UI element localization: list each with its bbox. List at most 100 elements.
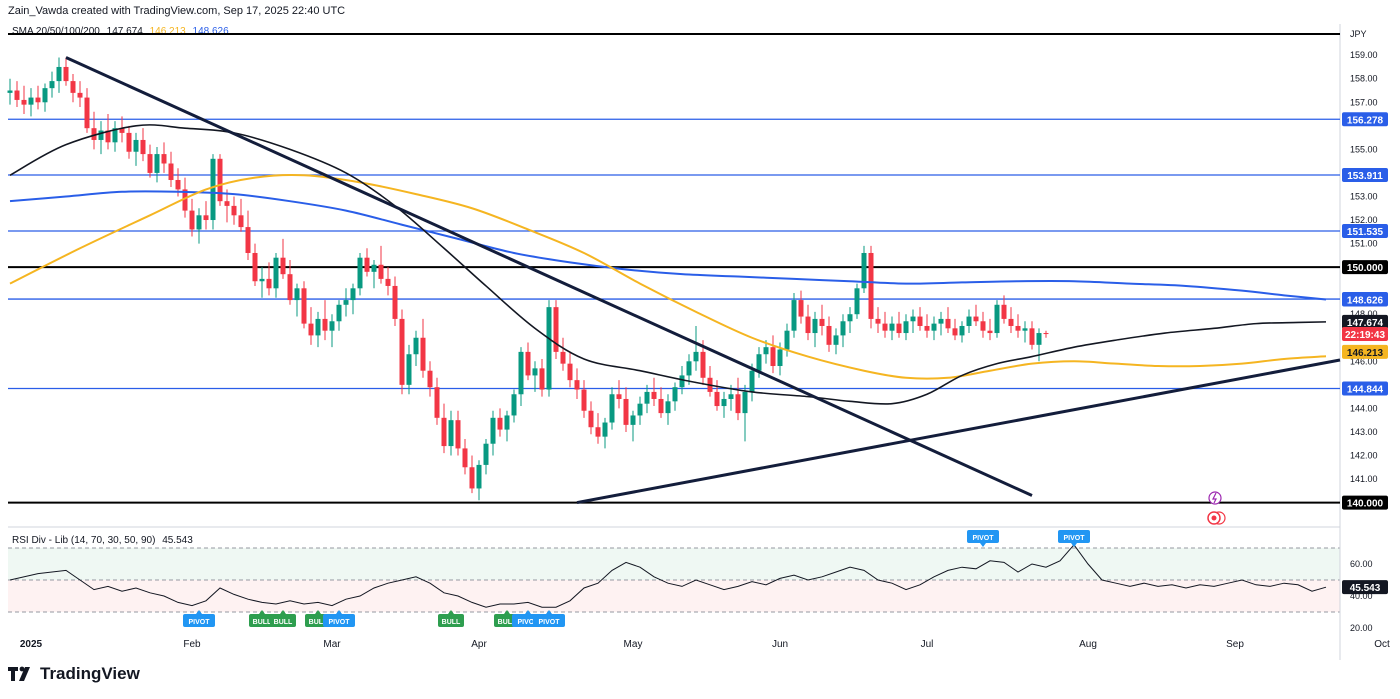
candle-body xyxy=(861,252,867,289)
rsi-oversold-zone xyxy=(8,580,1340,612)
candle-body xyxy=(924,325,930,331)
candle-body xyxy=(560,351,566,364)
candle-body xyxy=(567,363,573,381)
pivot-label: PIVOT xyxy=(972,535,994,542)
candle-body xyxy=(833,335,839,345)
bull-label-box xyxy=(249,614,275,627)
level-price-label: 156.278 xyxy=(1347,115,1384,126)
candle-body xyxy=(952,328,958,336)
bull-label: BULL xyxy=(442,619,461,626)
candle-body xyxy=(931,323,937,331)
candle-body xyxy=(602,422,608,437)
candle-body xyxy=(665,401,671,414)
candle-body xyxy=(588,410,594,428)
candle-body xyxy=(161,154,167,164)
candle-body xyxy=(658,398,664,414)
candle-body xyxy=(35,97,41,103)
candle-body xyxy=(301,288,307,324)
candle-body xyxy=(70,81,76,93)
candle-body xyxy=(154,154,160,173)
rsi-line xyxy=(9,544,1327,608)
candle-body xyxy=(511,394,517,416)
candle-body xyxy=(441,417,447,447)
tradingview-logo-icon xyxy=(8,666,30,681)
level-price-tag xyxy=(1342,112,1388,127)
candle-body xyxy=(917,316,923,326)
candle-body xyxy=(378,264,384,279)
price-tick-label: 158.00 xyxy=(1350,74,1378,84)
candle-body xyxy=(791,300,797,331)
candle-body xyxy=(252,252,258,282)
candle-body xyxy=(693,351,699,362)
price-tick-label: 155.00 xyxy=(1350,144,1378,154)
candle-body xyxy=(7,90,13,93)
candle-body xyxy=(476,464,482,489)
sma50-value: 147.674 xyxy=(106,26,143,37)
candle-body xyxy=(217,158,223,202)
candle-body xyxy=(980,321,986,331)
candle-body xyxy=(966,316,972,326)
pivot-label: PIVOT xyxy=(188,619,210,626)
lightning-icon xyxy=(1208,491,1222,505)
candle-body xyxy=(210,158,216,221)
price-tick-label: 148.00 xyxy=(1350,309,1378,319)
level-price-tag xyxy=(1342,381,1388,396)
lightning-bolt xyxy=(1212,492,1217,504)
candle-body xyxy=(581,389,587,411)
level-price-tag xyxy=(1342,168,1388,183)
candle-body xyxy=(1043,333,1049,335)
candle-body xyxy=(882,323,888,331)
price-tag xyxy=(1342,314,1388,329)
candle-body xyxy=(322,318,328,331)
annotation-pointer xyxy=(259,610,265,614)
candle-body xyxy=(385,278,391,286)
candle-body xyxy=(336,304,342,322)
pivot-label-box xyxy=(967,530,999,543)
level-price-label: 151.535 xyxy=(1347,227,1384,238)
candle-body xyxy=(280,257,286,275)
candle-body xyxy=(721,398,727,407)
sma200-value: 148.626 xyxy=(192,26,229,37)
time-axis-label: Jun xyxy=(772,639,788,650)
annotation-pointer xyxy=(448,610,454,614)
candle-body xyxy=(959,325,965,336)
brand-name: TradingView xyxy=(40,664,140,683)
candle-body xyxy=(700,351,706,378)
candle-body xyxy=(462,448,468,468)
candle-body xyxy=(1029,328,1035,345)
annotation-pointer xyxy=(280,610,286,614)
candle-body xyxy=(826,325,832,345)
sma-legend-label: SMA 20/50/100/200 xyxy=(12,26,100,37)
candle-body xyxy=(749,370,755,392)
rsi-legend[interactable]: RSI Div - Lib (14, 70, 30, 50, 90) 45.54… xyxy=(12,535,193,546)
candle-body xyxy=(455,420,461,449)
time-axis-label: Aug xyxy=(1079,639,1097,650)
candle-body xyxy=(735,394,741,414)
candle-body xyxy=(28,97,34,105)
annotation-pointer xyxy=(1071,543,1077,547)
candle-body xyxy=(637,403,643,416)
sma-legend[interactable]: SMA 20/50/100/200 147.674 146.213 148.62… xyxy=(12,26,229,37)
candle-body xyxy=(728,394,734,399)
rsi-tick-label: 60.00 xyxy=(1350,559,1373,569)
candle-body xyxy=(259,278,265,282)
candle-body xyxy=(868,252,874,319)
candle-body xyxy=(406,354,412,385)
candle-body xyxy=(497,417,503,430)
candle-body xyxy=(329,321,335,331)
candle-body xyxy=(840,321,846,336)
candle-body xyxy=(483,443,489,465)
candle-body xyxy=(630,415,636,425)
pivot-label-box xyxy=(1058,530,1090,543)
price-tick-label: 141.00 xyxy=(1350,474,1378,484)
candle-body xyxy=(616,394,622,399)
pivot-label-box xyxy=(323,614,355,627)
level-price-tag xyxy=(1342,495,1388,510)
candle-body xyxy=(994,304,1000,334)
bull-label: BULL xyxy=(253,619,272,626)
time-axis-label: Oct xyxy=(1374,639,1390,650)
price-chart[interactable]: PIVOT BULL BULL BULL PIVOT BULL BULL PIVOT PIVOT… xyxy=(0,0,1400,660)
time-axis-label: Sep xyxy=(1226,639,1244,650)
candle-body xyxy=(399,318,405,385)
bull-label-box xyxy=(270,614,296,627)
